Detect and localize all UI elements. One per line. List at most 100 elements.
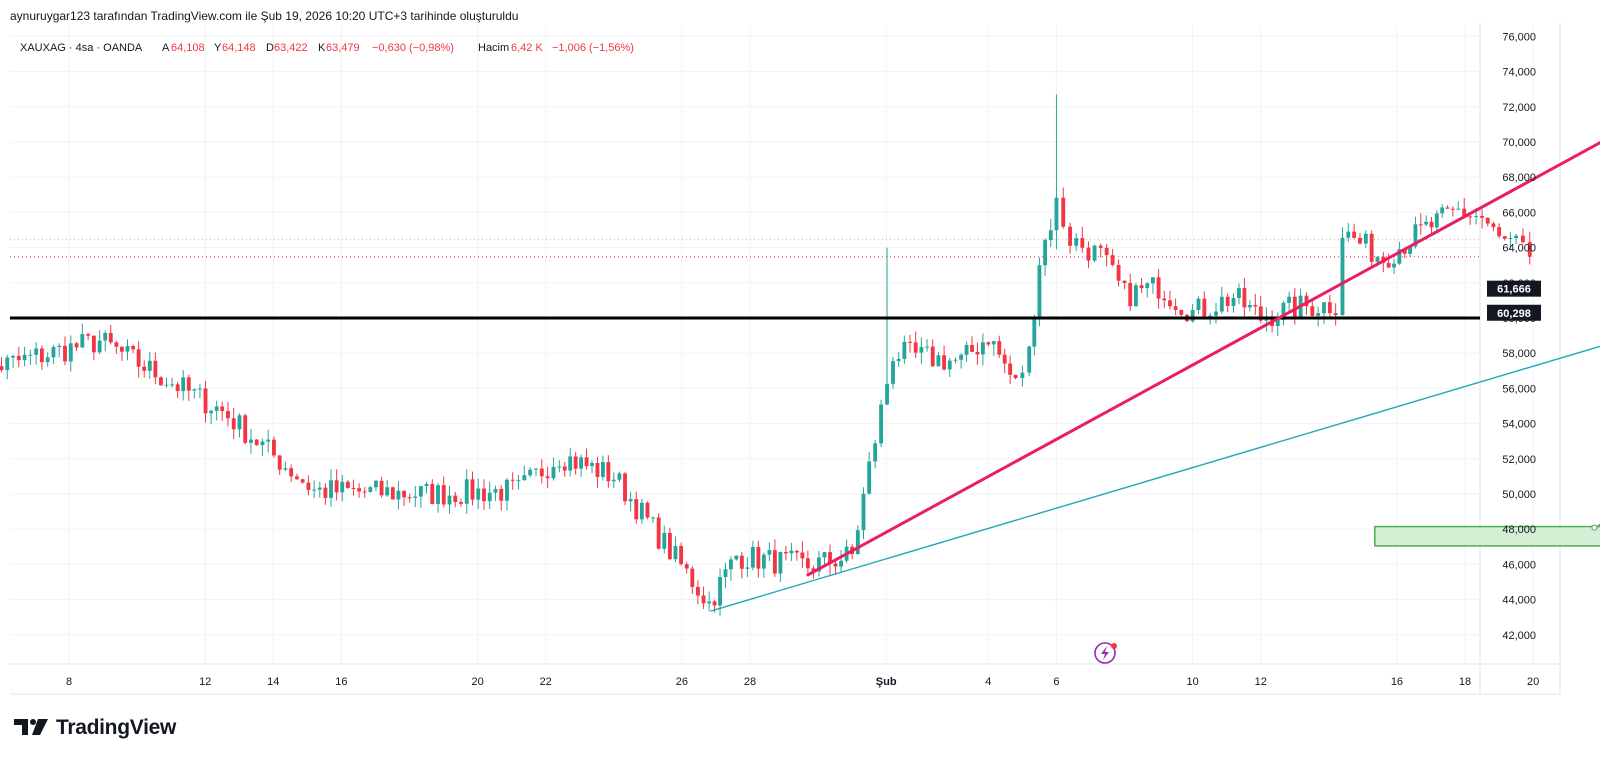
candle-body xyxy=(464,479,469,504)
candle-body xyxy=(329,480,333,498)
candle-body xyxy=(108,332,113,343)
candle-body xyxy=(1247,304,1252,308)
legend-low-value: 63,422 xyxy=(274,42,308,54)
candle-body xyxy=(28,354,33,356)
candle-body xyxy=(1168,300,1172,307)
y-tick-label: 50,000 xyxy=(1502,489,1536,501)
candle-body xyxy=(739,555,744,569)
legend-open-value: 64,108 xyxy=(171,42,205,54)
candle-body xyxy=(1231,298,1236,306)
candle-body xyxy=(959,354,964,360)
candle-body xyxy=(695,586,700,596)
candle-body xyxy=(822,552,827,558)
candle-body xyxy=(237,415,242,430)
candle-body xyxy=(323,487,328,498)
candle-body xyxy=(1316,313,1321,316)
candle-body xyxy=(482,488,486,502)
candle-body xyxy=(707,601,712,604)
y-tick-label: 42,000 xyxy=(1502,630,1536,642)
lightning-alert-icon[interactable] xyxy=(1094,642,1117,664)
candle-body xyxy=(750,546,755,568)
candle-body xyxy=(103,332,108,341)
candle-body xyxy=(214,406,219,411)
x-tick-label: 10 xyxy=(1187,676,1199,688)
candle-body xyxy=(1340,237,1345,316)
candle-body xyxy=(1237,288,1241,299)
candle-body xyxy=(573,456,578,469)
candle-body xyxy=(306,482,311,490)
candle-body xyxy=(712,601,717,606)
candle-body xyxy=(447,495,452,505)
candle-body xyxy=(645,502,650,518)
candle-body xyxy=(499,488,504,501)
candle-body xyxy=(568,456,573,471)
candle-body xyxy=(340,481,345,493)
candle-body xyxy=(639,502,644,520)
candle-body xyxy=(1527,242,1532,257)
candle-body xyxy=(374,480,378,488)
price-chart[interactable]: 66,17160,08548,093 76,000 74,000 72,000 70,… xyxy=(0,0,1600,700)
candle-body xyxy=(203,388,208,414)
candle-body xyxy=(1508,238,1513,240)
candle-body xyxy=(528,469,533,476)
candle-body xyxy=(379,480,384,496)
candle-body xyxy=(562,466,567,471)
y-tick-label: 44,000 xyxy=(1502,595,1536,607)
candle-body xyxy=(0,366,4,371)
x-tick-label: 4 xyxy=(985,676,991,688)
candle-body xyxy=(368,487,373,492)
callout-pointer xyxy=(1594,523,1600,528)
candle-body xyxy=(266,439,271,442)
candle-body xyxy=(277,455,282,470)
candle-body xyxy=(1008,363,1013,375)
candle-body xyxy=(120,346,124,352)
candle-body xyxy=(1032,319,1037,347)
candle-body xyxy=(1156,277,1161,299)
candle-body xyxy=(1352,231,1357,238)
x-tick-label: 18 xyxy=(1459,676,1471,688)
candle-body xyxy=(1440,207,1445,214)
x-tick-label: 12 xyxy=(1255,676,1267,688)
candle-body xyxy=(679,546,684,565)
time-axis[interactable]: 812141620222628Şub4610121618202426Mar46 xyxy=(66,676,1600,688)
x-tick-label: 12 xyxy=(199,676,211,688)
candle-body xyxy=(778,551,783,574)
candle-body xyxy=(476,488,481,500)
drawings-layer[interactable]: 66,17160,08548,093 xyxy=(10,109,1600,612)
y-tick-label: 56,000 xyxy=(1502,383,1536,395)
candle-body xyxy=(170,384,175,386)
candle-body xyxy=(1150,277,1155,284)
candle-body xyxy=(1474,216,1479,218)
legend-volume-change: −1,006 (−1,56%) xyxy=(552,42,634,54)
candle-body xyxy=(811,568,816,572)
candle-body xyxy=(873,443,878,462)
candle-body xyxy=(867,461,872,494)
trendline-teal xyxy=(710,345,1600,612)
candle-body xyxy=(459,502,463,504)
candle-body xyxy=(723,569,728,577)
x-tick-label: 14 xyxy=(267,676,279,688)
candle-body xyxy=(1392,263,1396,268)
candle-body xyxy=(1139,285,1144,289)
candle-body xyxy=(1310,306,1315,316)
grid-lines xyxy=(10,26,1534,664)
candle-body xyxy=(551,466,556,479)
candle-body xyxy=(1253,304,1258,307)
candle-body xyxy=(63,345,67,362)
candle-body xyxy=(617,473,622,480)
candle-body xyxy=(718,576,722,606)
candle-body xyxy=(557,466,562,468)
brand-name: TradingView xyxy=(56,716,177,739)
candle-body xyxy=(885,383,889,405)
candle-body xyxy=(407,497,412,499)
candle-body xyxy=(312,489,317,491)
candle-body xyxy=(198,388,202,390)
price-axis[interactable]: 76,000 74,000 72,000 70,000 68,000 66,000 64,0… xyxy=(1487,31,1541,642)
candle-body xyxy=(1264,318,1269,321)
candle-body xyxy=(1173,306,1178,310)
x-tick-label: 20 xyxy=(1527,676,1539,688)
candle-body xyxy=(936,355,941,367)
candle-body xyxy=(767,550,772,555)
tradingview-logo[interactable]: TradingView xyxy=(14,716,176,740)
candle-body xyxy=(1408,246,1413,254)
